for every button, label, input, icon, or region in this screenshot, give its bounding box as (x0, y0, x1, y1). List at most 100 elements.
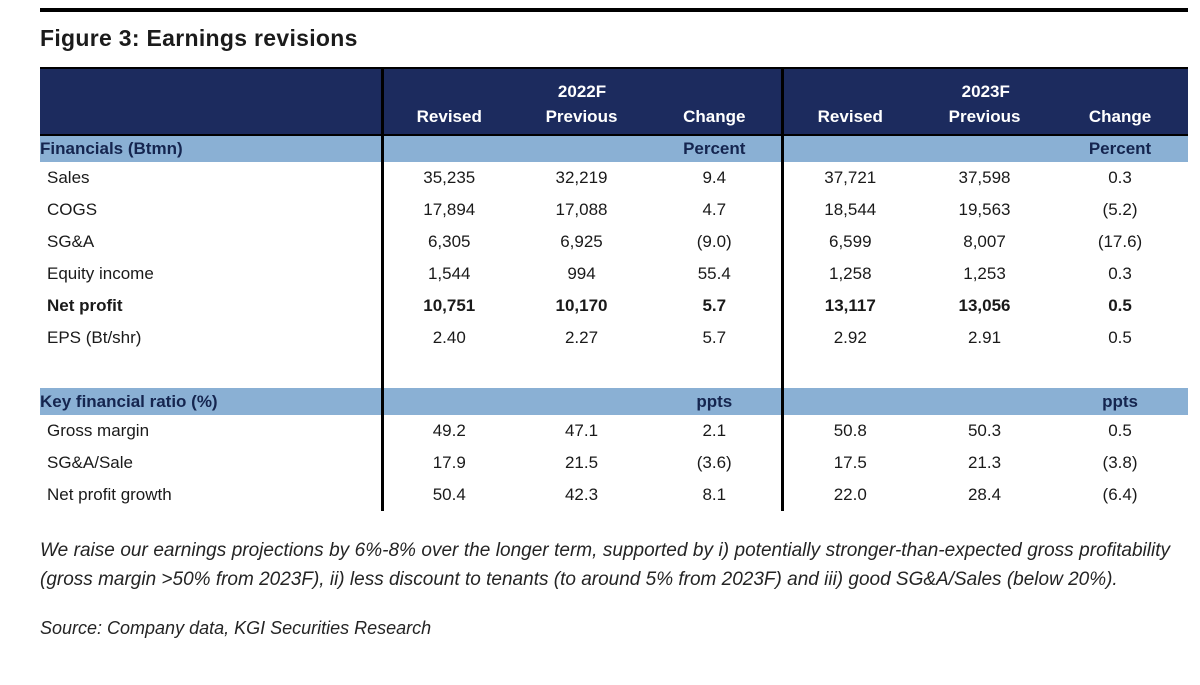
row-label: EPS (Bt/shr) (47, 328, 142, 347)
col-header-change-2022: Change (648, 103, 783, 135)
report-figure-page: Figure 3: Earnings revisions 2022F 2023F… (40, 8, 1189, 638)
cell: 47.1 (564, 421, 599, 440)
cell: 13,056 (958, 296, 1011, 315)
spacer-cell (780, 135, 918, 162)
cell: 9.4 (702, 168, 727, 187)
cell: 0.3 (1108, 264, 1132, 283)
spacer-cell (40, 354, 382, 388)
cell: 21.5 (564, 453, 599, 472)
unit-label: ppts (1052, 388, 1189, 415)
cell: 0.3 (1108, 168, 1132, 187)
spacer-cell (917, 135, 1053, 162)
spacer-cell (515, 354, 648, 388)
col-header-revised-2022: Revised (380, 103, 515, 135)
cell: 37,721 (780, 162, 918, 194)
cell: 55.4 (697, 264, 731, 283)
col-header-change-2023: Change (1052, 103, 1189, 135)
cell: 17.9 (380, 447, 515, 479)
cell: 10,170 (555, 296, 608, 315)
cell: 21.3 (967, 453, 1002, 472)
cell: 17,894 (380, 194, 515, 226)
table-row-gross-margin: Gross margin 49.2 47.1 2.1 50.8 50.3 0.5 (40, 415, 1188, 447)
cell: 50.3 (967, 421, 1002, 440)
cell: 13,117 (780, 290, 918, 322)
section-label: Key financial ratio (%) (40, 388, 382, 415)
spacer-cell (380, 388, 515, 415)
figure-title: Figure 3: Earnings revisions (40, 25, 358, 51)
table-header: 2022F 2023F Revised Previous Change Revi… (40, 68, 1189, 135)
table-row-net-profit: Net profit 10,751 10,170 5.7 13,117 13,0… (40, 290, 1188, 322)
col-header-revised-2023: Revised (780, 103, 918, 135)
cell: 6,305 (380, 226, 515, 258)
cell: (3.6) (696, 453, 732, 472)
cell: (9.0) (696, 232, 732, 251)
cell: 18,544 (780, 194, 918, 226)
cell: 2.91 (967, 328, 1002, 347)
spacer-cell (515, 388, 648, 415)
cell: 6,599 (780, 226, 918, 258)
cell: 17.5 (780, 447, 918, 479)
cell: 1,253 (963, 264, 1006, 283)
spacer-cell (380, 135, 515, 162)
cell: 50.4 (380, 479, 515, 511)
unit-label: Percent (1052, 135, 1189, 162)
cell: 0.5 (1108, 296, 1132, 315)
spacer-cell (917, 388, 1053, 415)
cell: 35,235 (380, 162, 515, 194)
row-label: Sales (47, 168, 90, 187)
unit-label: Percent (648, 135, 783, 162)
cell: (17.6) (1097, 232, 1143, 251)
col-header-previous-2022: Previous (515, 103, 648, 135)
spacer-cell (917, 354, 1053, 388)
spacer-cell (380, 354, 515, 388)
row-label: Gross margin (47, 421, 150, 440)
group-header-row: 2022F 2023F (40, 68, 1189, 103)
cell: 994 (567, 264, 596, 283)
table-row-sga: SG&A 6,305 6,925 (9.0) 6,599 8,007 (17.6… (40, 226, 1188, 258)
cell: 42.3 (564, 485, 599, 504)
corner-cell (40, 103, 382, 135)
row-label: SG&A (47, 232, 95, 251)
section-header-financials: Financials (Btmn) Percent Percent (40, 135, 1189, 162)
analyst-note: We raise our earnings projections by 6%-… (40, 540, 1170, 590)
row-label: Net profit (47, 296, 123, 315)
cell: 10,751 (380, 290, 515, 322)
cell: 8,007 (963, 232, 1006, 251)
cell: 2.1 (702, 421, 727, 440)
cell: (6.4) (1102, 485, 1138, 504)
cell: 28.4 (967, 485, 1002, 504)
section-header-key-ratios: Key financial ratio (%) ppts ppts (40, 388, 1189, 415)
table-row-net-profit-growth: Net profit growth 50.4 42.3 8.1 22.0 28.… (40, 479, 1188, 511)
section-gap-row (40, 354, 1189, 388)
cell: 5.7 (702, 296, 727, 315)
group-header-2022f: 2022F (380, 68, 783, 103)
cell: 4.7 (702, 200, 727, 219)
table-row-cogs: COGS 17,894 17,088 4.7 18,544 19,563 (5.… (40, 194, 1188, 226)
earnings-revisions-table: 2022F 2023F Revised Previous Change Revi… (40, 67, 1189, 511)
corner-cell (40, 68, 382, 103)
cell: 0.5 (1108, 328, 1132, 347)
spacer-cell (515, 135, 648, 162)
table-row-sales: Sales 35,235 32,219 9.4 37,721 37,598 0.… (40, 162, 1188, 194)
spacer-cell (1052, 354, 1189, 388)
cell: 37,598 (958, 168, 1011, 187)
spacer-cell (780, 388, 918, 415)
col-header-previous-2023: Previous (917, 103, 1053, 135)
cell: 5.7 (702, 328, 727, 347)
cell: 0.5 (1108, 421, 1132, 440)
row-label: Equity income (47, 264, 154, 283)
cell: (3.8) (1102, 453, 1138, 472)
table-row-sga-sale: SG&A/Sale 17.9 21.5 (3.6) 17.5 21.3 (3.8… (40, 447, 1188, 479)
cell: 19,563 (958, 200, 1011, 219)
source-line: Source: Company data, KGI Securities Res… (40, 618, 432, 638)
cell: 17,088 (555, 200, 608, 219)
cell: 49.2 (380, 415, 515, 447)
table-row-eps: EPS (Bt/shr) 2.40 2.27 5.7 2.92 2.91 0.5 (40, 322, 1188, 354)
spacer-cell (780, 354, 918, 388)
row-label: COGS (47, 200, 98, 219)
spacer-cell (648, 354, 783, 388)
cell: 2.92 (780, 322, 918, 354)
table-row-equity-income: Equity income 1,544 994 55.4 1,258 1,253… (40, 258, 1188, 290)
cell: 1,544 (380, 258, 515, 290)
cell: 22.0 (780, 479, 918, 511)
